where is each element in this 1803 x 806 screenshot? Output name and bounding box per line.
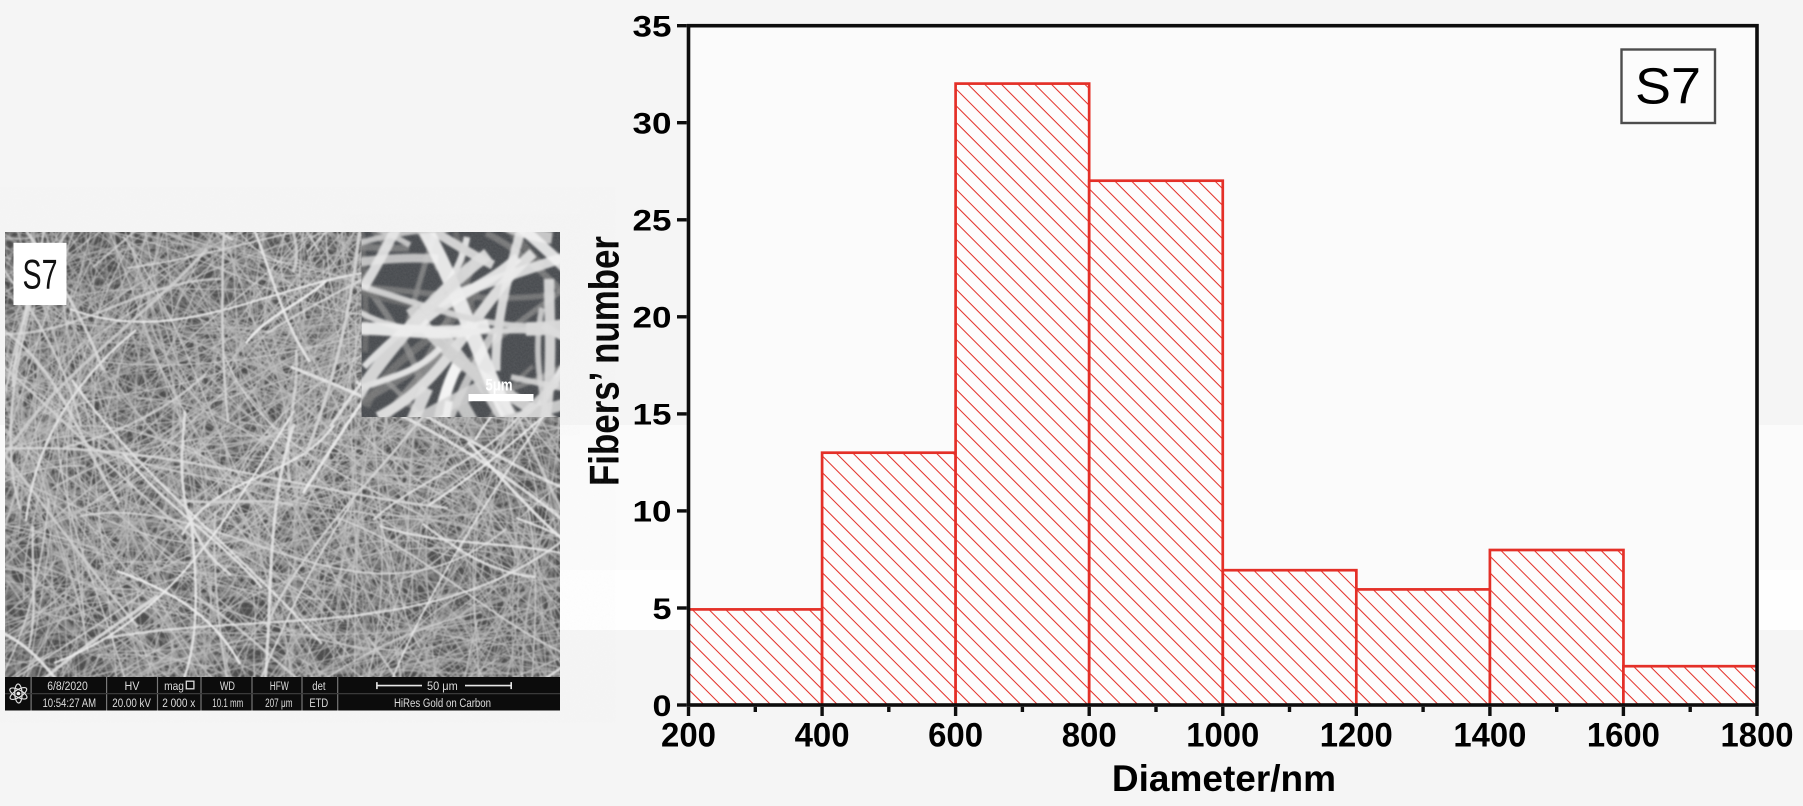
svg-text:6/8/2020: 6/8/2020	[47, 679, 88, 693]
svg-text:207 μm: 207 μm	[265, 696, 292, 710]
svg-text:S7: S7	[23, 251, 58, 298]
svg-text:1000: 1000	[1186, 717, 1259, 755]
svg-text:HV: HV	[125, 679, 141, 693]
svg-text:HFW: HFW	[270, 679, 289, 693]
svg-text:2 000 x: 2 000 x	[162, 696, 196, 710]
svg-text:WD: WD	[220, 679, 235, 693]
svg-text:mag: mag	[164, 679, 184, 693]
svg-text:10: 10	[633, 496, 672, 529]
svg-text:800: 800	[1062, 717, 1117, 755]
svg-text:1600: 1600	[1587, 717, 1660, 755]
svg-text:Fibers’ number: Fibers’ number	[581, 236, 628, 486]
svg-text:600: 600	[928, 717, 983, 755]
svg-text:5μm: 5μm	[486, 377, 513, 395]
svg-text:20: 20	[633, 302, 672, 335]
svg-text:35: 35	[633, 11, 672, 44]
svg-text:10:54:27 AM: 10:54:27 AM	[42, 696, 96, 710]
svg-text:ETD: ETD	[309, 696, 328, 710]
svg-text:det: det	[312, 679, 326, 693]
svg-text:Diameter/nm: Diameter/nm	[1112, 758, 1336, 799]
svg-text:5: 5	[653, 593, 672, 626]
svg-text:25: 25	[633, 205, 672, 238]
svg-text:30: 30	[633, 108, 672, 141]
svg-text:20.00 kV: 20.00 kV	[112, 696, 151, 710]
svg-text:1800: 1800	[1721, 717, 1794, 755]
svg-text:HiRes Gold on Carbon: HiRes Gold on Carbon	[394, 696, 491, 710]
svg-text:1400: 1400	[1453, 717, 1526, 755]
svg-text:0: 0	[653, 690, 672, 723]
svg-text:1200: 1200	[1320, 717, 1393, 755]
svg-text:50 μm: 50 μm	[427, 679, 458, 693]
svg-text:200: 200	[661, 717, 716, 755]
svg-text:S7: S7	[1635, 58, 1701, 115]
svg-text:15: 15	[633, 399, 672, 432]
svg-text:10.1 mm: 10.1 mm	[212, 696, 243, 710]
svg-text:400: 400	[795, 717, 850, 755]
